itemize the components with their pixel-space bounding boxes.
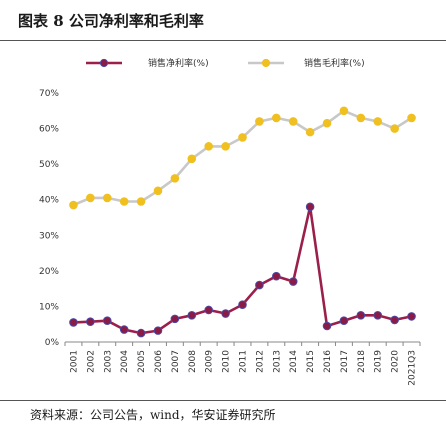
data-point-net-margin [305, 202, 315, 212]
data-point-gross-margin [119, 197, 129, 206]
data-point-gross-margin [373, 117, 383, 126]
figure-title: 图表 8 公司净利率和毛利率 [18, 12, 204, 30]
data-point-net-margin [204, 305, 213, 315]
data-point-gross-margin [390, 124, 399, 133]
legend-item-net-margin: 销售净利率(%) [86, 57, 209, 69]
x-tick-label: 2008 [188, 350, 198, 373]
x-tick-label: 2003 [103, 350, 113, 373]
data-point-net-margin [322, 321, 332, 331]
x-tick-label: 2018 [357, 350, 367, 373]
data-point-gross-margin [288, 117, 298, 126]
data-point-net-margin [356, 311, 366, 320]
series-net-margin [69, 202, 416, 338]
data-point-gross-margin [86, 193, 95, 203]
x-tick-label: 2010 [222, 350, 232, 373]
data-point-net-margin [272, 271, 281, 281]
data-point-gross-margin [69, 200, 78, 210]
top-rule [0, 40, 446, 41]
data-point-net-margin [136, 328, 146, 338]
data-point-gross-margin [339, 106, 349, 116]
series-gross-margin [69, 106, 416, 210]
x-tick-label: 2011 [239, 350, 249, 373]
data-point-net-margin [407, 312, 416, 321]
x-tick-label: 2004 [120, 350, 130, 373]
data-point-gross-margin [272, 113, 281, 123]
data-point-net-margin [238, 300, 247, 309]
data-point-gross-margin [221, 142, 230, 151]
data-point-gross-margin [238, 133, 247, 142]
legend-item-gross-margin: 销售毛利率(%) [248, 57, 365, 69]
x-tick-label: 2020 [391, 350, 401, 373]
bottom-rule [0, 400, 446, 401]
y-tick-label: 0% [45, 338, 60, 348]
y-tick-label: 10% [39, 302, 59, 312]
legend-label: 销售毛利率(%) [304, 57, 365, 69]
data-point-net-margin [102, 316, 112, 325]
data-point-net-margin [119, 325, 129, 334]
data-point-net-margin [153, 326, 163, 335]
y-tick-label: 30% [39, 231, 59, 241]
line-chart: 销售净利率(%) 销售毛利率(%) 0% 10% 20% 30% 40% 50% 60% 70%… [39, 57, 421, 386]
data-point-net-margin [187, 311, 197, 320]
x-tick-label: 2006 [154, 350, 164, 373]
x-tick-label: 2009 [205, 350, 215, 373]
data-point-net-margin [170, 314, 180, 324]
x-tick-label: 2016 [323, 350, 333, 373]
x-tick-label: 2021Q3 [408, 350, 418, 386]
data-point-gross-margin [187, 154, 197, 164]
data-point-gross-margin [102, 193, 112, 203]
x-tick-label: 2017 [340, 350, 350, 373]
x-tick-label: 2013 [272, 350, 282, 373]
x-tick-label: 2005 [137, 350, 147, 373]
legend-label: 销售净利率(%) [148, 57, 209, 69]
data-point-gross-margin [322, 118, 332, 128]
x-tick-label: 2012 [255, 350, 265, 373]
data-point-gross-margin [153, 186, 163, 196]
legend-marker [261, 58, 271, 68]
x-tick-label: 2002 [86, 350, 96, 373]
y-tick-label: 70% [39, 89, 59, 99]
y-tick-label: 60% [39, 125, 59, 135]
x-tick-label: 2014 [289, 350, 299, 373]
data-point-net-margin [86, 317, 95, 327]
x-tick-label: 2007 [171, 350, 181, 373]
data-point-net-margin [288, 277, 298, 286]
data-point-gross-margin [204, 142, 213, 151]
x-axis: 2001 2002 2003 2004 2005 2006 2007 2008 2009 2010… [64, 341, 421, 386]
legend: 销售净利率(%) 销售毛利率(%) [86, 57, 365, 69]
x-tick-label: 2019 [374, 350, 384, 373]
data-point-gross-margin [305, 127, 315, 137]
data-point-net-margin [255, 280, 264, 290]
source-note: 资料来源：公司公告，wind，华安证券研究所 [30, 408, 276, 422]
data-point-gross-margin [170, 174, 180, 183]
data-point-gross-margin [136, 197, 146, 206]
series-layer [69, 106, 416, 338]
data-point-net-margin [390, 315, 399, 325]
y-tick-label: 50% [39, 160, 59, 170]
legend-marker [99, 58, 109, 68]
data-point-gross-margin [356, 113, 366, 123]
data-point-net-margin [339, 316, 349, 325]
data-point-net-margin [69, 318, 78, 327]
y-tick-label: 40% [39, 196, 59, 206]
x-tick-label: 2015 [306, 350, 316, 373]
y-tick-label: 20% [39, 267, 59, 277]
series-line-gross-margin [72, 109, 413, 207]
data-point-net-margin [221, 309, 230, 318]
x-tick-label: 2001 [69, 350, 79, 373]
data-point-gross-margin [407, 113, 416, 123]
y-axis: 0% 10% 20% 30% 40% 50% 60% 70% [39, 89, 59, 348]
data-point-gross-margin [255, 117, 264, 126]
data-point-net-margin [373, 311, 383, 320]
